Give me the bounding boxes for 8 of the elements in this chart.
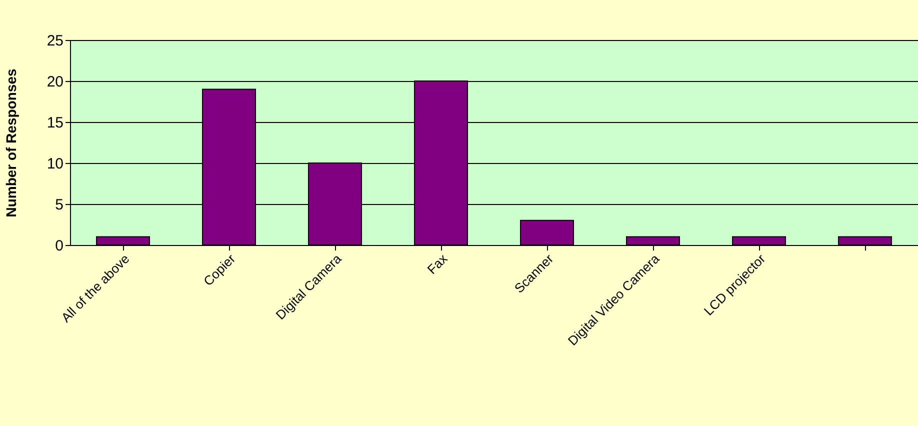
- y-axis-title: Number of Responses: [2, 68, 19, 218]
- y-tick-label: 15: [46, 114, 64, 132]
- y-tick-label: 5: [55, 196, 64, 214]
- y-tick-label: 0: [55, 238, 64, 254]
- y-tick-label: 20: [46, 74, 64, 90]
- y-tick-label: 25: [46, 32, 64, 50]
- x-tick-label: Fax: [424, 250, 451, 278]
- y-tick-label: 10: [46, 156, 64, 172]
